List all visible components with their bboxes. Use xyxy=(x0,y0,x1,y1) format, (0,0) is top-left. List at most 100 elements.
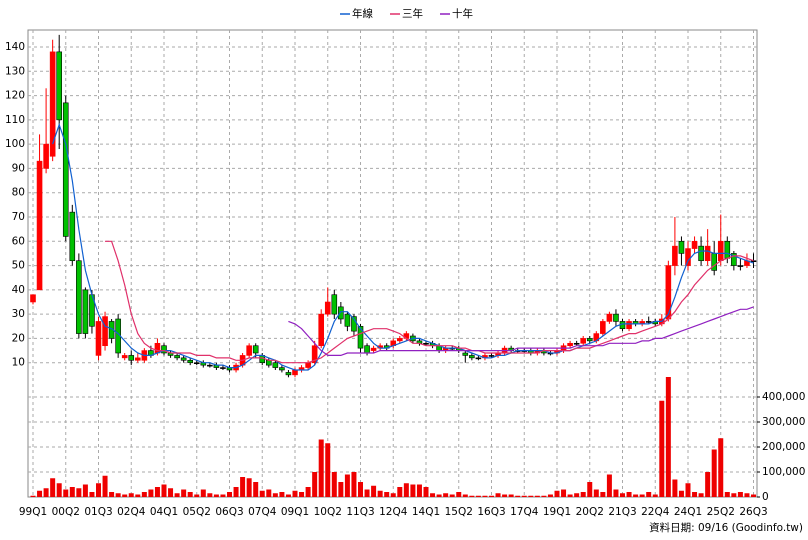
volume-bar xyxy=(678,490,684,497)
candle-body xyxy=(36,160,43,291)
volume-bar xyxy=(266,489,272,497)
volume-bar xyxy=(272,493,278,497)
x-tick-label: 24Q1 xyxy=(674,506,702,518)
volume-bar xyxy=(443,493,449,497)
volume-bar xyxy=(508,494,514,497)
candle-body xyxy=(265,359,272,366)
volume-bar xyxy=(187,492,193,497)
candle-body xyxy=(292,369,298,376)
volume-bar xyxy=(502,494,508,497)
y-tick-label: 60 xyxy=(12,235,25,247)
x-tick-label: 11Q3 xyxy=(346,506,374,518)
candle-body xyxy=(161,345,167,354)
candle-body xyxy=(311,345,318,364)
x-tick-label: 01Q3 xyxy=(84,506,112,518)
volume-bar xyxy=(102,475,108,497)
volume-bar xyxy=(731,493,737,497)
candle-body xyxy=(121,355,128,359)
candle-body xyxy=(285,372,292,376)
x-tick-label: 07Q4 xyxy=(248,506,277,518)
legend-label: 十年 xyxy=(452,7,473,20)
x-tick-label: 09Q1 xyxy=(281,506,309,518)
volume-bar xyxy=(168,488,174,497)
volume-bar xyxy=(574,493,580,497)
x-tick-label: 22Q4 xyxy=(641,506,670,518)
candle-body xyxy=(475,357,482,360)
volume-bar xyxy=(213,494,219,497)
volume-bar xyxy=(194,494,200,497)
volume-bar xyxy=(253,482,259,497)
candle-body xyxy=(698,245,704,262)
candle-body xyxy=(187,359,193,364)
candle-body xyxy=(174,355,180,359)
y-tick-label: 40 xyxy=(12,284,25,296)
volume-bar xyxy=(567,494,573,497)
x-tick-label: 06Q3 xyxy=(215,506,243,518)
candle-body xyxy=(305,362,311,368)
candle-body xyxy=(691,240,698,249)
volume-bar xyxy=(561,489,567,497)
y-tick-label: 30 xyxy=(12,308,25,320)
candle-body xyxy=(76,260,82,334)
volume-bar xyxy=(390,493,396,497)
y-tick-label: 10 xyxy=(12,357,25,369)
volume-bar xyxy=(338,482,344,497)
candle-body xyxy=(180,357,187,361)
volume-bar xyxy=(528,495,534,497)
candle-body xyxy=(672,245,678,266)
y-tick-label: 90 xyxy=(12,162,25,174)
x-tick-label: 10Q2 xyxy=(314,506,342,518)
ma-line xyxy=(105,240,754,364)
volume-bar xyxy=(384,492,390,497)
candle-body xyxy=(62,102,69,237)
volume-bar xyxy=(259,490,265,497)
candle-body xyxy=(351,316,357,332)
volume-bar xyxy=(751,494,756,497)
candle-body xyxy=(600,321,606,334)
candle-body xyxy=(737,265,744,267)
y-tick-label: 130 xyxy=(5,65,25,77)
volume-bar xyxy=(135,494,141,497)
candle-body xyxy=(567,342,573,347)
volume-bar xyxy=(174,493,180,497)
ma-line xyxy=(288,306,754,356)
x-tick-label: 25Q2 xyxy=(707,506,735,518)
volume-bar xyxy=(377,490,383,497)
candle-body xyxy=(750,260,757,263)
volume-bar xyxy=(299,492,305,497)
volume-bar xyxy=(534,495,540,497)
legend-label: 年線 xyxy=(352,7,373,20)
volume-bar xyxy=(96,483,101,497)
volume-bar xyxy=(37,490,43,497)
x-tick-label: 15Q2 xyxy=(445,506,473,518)
y-tick-label: 100 xyxy=(5,138,25,150)
candle-body xyxy=(724,240,731,259)
y-tick-label: 50 xyxy=(12,260,25,272)
y2-tick-label: 200,000 xyxy=(762,441,805,453)
volume-bar xyxy=(115,493,121,497)
candle-body xyxy=(613,313,619,322)
candle-body xyxy=(580,338,587,344)
candle-body xyxy=(678,240,685,254)
y2-tick-label: 400,000 xyxy=(762,391,805,403)
candle-body xyxy=(364,345,370,354)
candle-body xyxy=(331,294,338,315)
volume-bar xyxy=(744,493,750,497)
candle-body xyxy=(69,211,76,262)
candle-body xyxy=(252,345,259,354)
x-tick-label: 21Q3 xyxy=(608,506,636,518)
volume-bar xyxy=(620,493,625,497)
candle-body xyxy=(30,294,36,303)
volume-bar xyxy=(430,493,436,497)
volume-bar xyxy=(56,483,62,497)
ma-line xyxy=(52,122,754,371)
x-tick-label: 20Q2 xyxy=(576,506,604,518)
candle-body xyxy=(220,367,226,369)
y2-tick-label: 100,000 xyxy=(762,466,805,478)
candle-body xyxy=(423,342,429,345)
volume-bar xyxy=(547,494,553,497)
volume-bar xyxy=(128,493,134,497)
volume-bar xyxy=(122,494,128,497)
volume-bar xyxy=(521,495,527,497)
candle-body xyxy=(95,321,102,356)
